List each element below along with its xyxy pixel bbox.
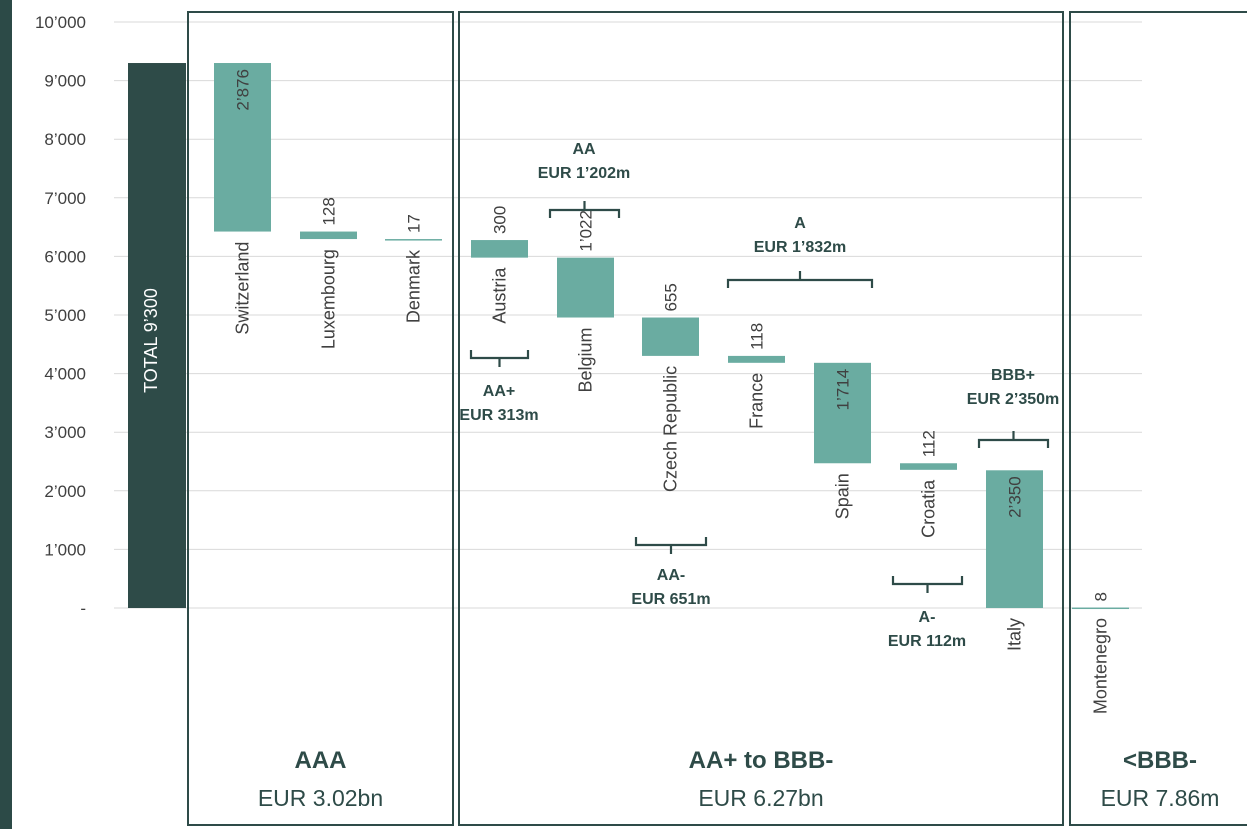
total-label: TOTAL 9’300 [141, 288, 161, 393]
y-tick-label: 5’000 [44, 306, 86, 325]
rating-label: AA [572, 141, 596, 158]
chart-canvas: 10’000 9’000 8’000 7’000 6’000 5’000 4’000 3’00… [12, 0, 1247, 829]
category-label: Italy [1005, 618, 1025, 651]
category-label: Croatia [919, 479, 939, 538]
category-label: Montenegro [1091, 618, 1111, 714]
bar-luxembourg [300, 231, 357, 240]
rating-label: A- [919, 609, 936, 626]
category-label: Belgium [576, 328, 596, 393]
data-label: 112 [920, 430, 939, 457]
bar-montenegro [1072, 607, 1129, 610]
group-subtitle: EUR 6.27bn [698, 785, 823, 811]
bracket-bbb-plus [977, 431, 1050, 448]
group-title: <BBB- [1123, 747, 1197, 774]
y-tick-label: - [80, 599, 86, 618]
bar-belgium [557, 257, 614, 318]
group-subtitle: EUR 3.02bn [258, 785, 383, 811]
category-label: Switzerland [233, 242, 253, 335]
rating-label: AA- [657, 567, 685, 584]
data-label: 2’876 [234, 69, 253, 111]
bar-croatia [900, 463, 957, 470]
category-label: France [747, 373, 767, 429]
waterfall-chart: 10’000 9’000 8’000 7’000 6’000 5’000 4’000 3’00… [35, 11, 1247, 826]
bar-austria [471, 240, 528, 258]
data-label: 17 [405, 214, 424, 233]
y-tick-label: 4’000 [44, 365, 86, 384]
bar-czech-republic [642, 317, 699, 356]
y-tick-label: 6’000 [44, 247, 86, 266]
bracket-aa-minus [634, 537, 708, 554]
category-label: Luxembourg [319, 249, 339, 349]
rating-amount: EUR 313m [459, 407, 538, 424]
y-tick-label: 9’000 [44, 72, 86, 91]
rating-amount: EUR 651m [631, 591, 710, 608]
data-label: 118 [748, 323, 767, 350]
group-box [187, 11, 454, 826]
data-label: 1’022 [577, 210, 596, 252]
data-label: 655 [662, 283, 681, 311]
group-box [1069, 11, 1247, 826]
rating-amount: EUR 112m [888, 633, 966, 650]
rating-amount: EUR 1’202m [538, 165, 631, 182]
bar-italy [986, 470, 1043, 608]
category-label: Spain [833, 473, 853, 519]
total-bar [128, 63, 186, 608]
rating-label: BBB+ [991, 367, 1035, 384]
group-title: AA+ to BBB- [689, 747, 834, 774]
data-label: 8 [1092, 592, 1111, 601]
data-label: 2’350 [1006, 476, 1025, 518]
group-box [458, 11, 1064, 826]
group-subtitle: EUR 7.86m [1101, 785, 1220, 811]
y-tick-label: 7’000 [44, 189, 86, 208]
bracket-aa-plus [469, 350, 530, 367]
bar-spain [814, 362, 871, 464]
rating-label: A [794, 215, 806, 232]
data-label: 1’714 [834, 369, 853, 411]
data-label: 128 [320, 197, 339, 225]
y-tick-label: 8’000 [44, 130, 86, 149]
category-label: Denmark [404, 249, 424, 323]
bracket-aa [548, 201, 621, 218]
bracket-a [726, 271, 874, 288]
rating-amount: EUR 2’350m [967, 391, 1060, 408]
y-tick-label: 1’000 [44, 540, 86, 559]
bar-switzerland [214, 63, 271, 232]
category-label: Czech Republic [661, 366, 681, 492]
data-label: 300 [491, 206, 510, 234]
bar-denmark [385, 239, 442, 241]
y-tick-label: 2’000 [44, 482, 86, 501]
y-tick-label: 10’000 [35, 13, 86, 32]
rating-label: AA+ [483, 383, 515, 400]
rating-amount: EUR 1’832m [754, 239, 847, 256]
category-label: Austria [490, 267, 510, 324]
y-tick-label: 3’000 [44, 423, 86, 442]
group-title: AAA [295, 747, 347, 774]
bracket-a-minus [891, 576, 964, 593]
bar-france [728, 355, 785, 363]
